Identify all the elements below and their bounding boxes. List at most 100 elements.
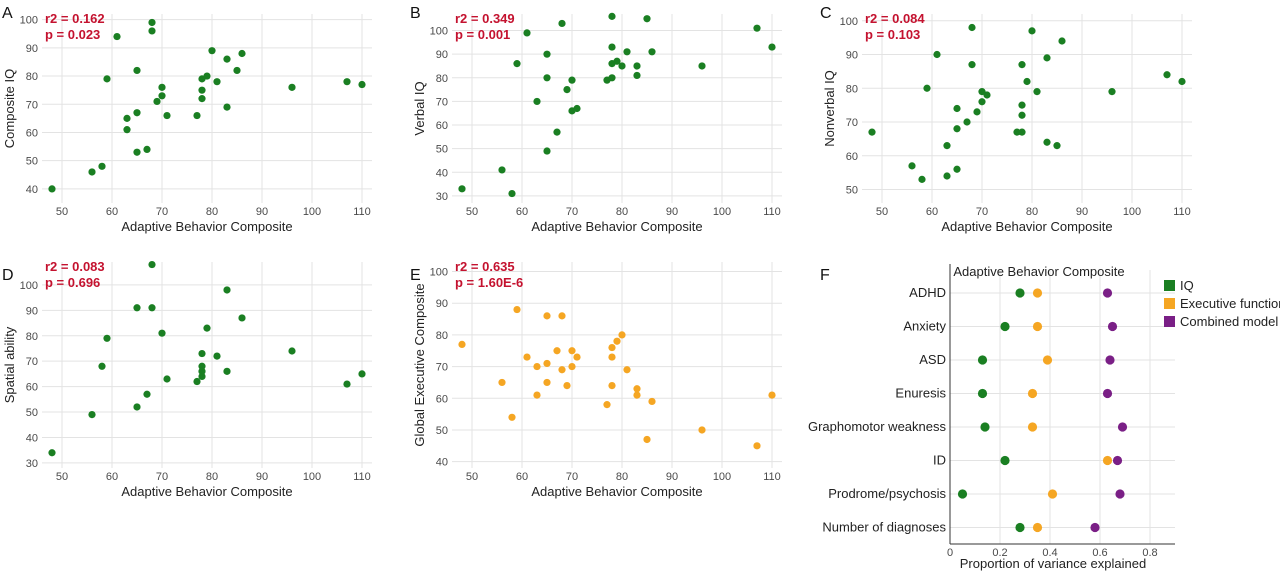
data-point <box>193 377 201 386</box>
y-tick-label: 100 <box>20 280 38 292</box>
y-tick-label: 90 <box>846 50 858 62</box>
data-point <box>198 372 206 381</box>
data-point <box>608 74 616 82</box>
x-axis-label: Adaptive Behavior Composite <box>531 484 702 499</box>
category-label: Number of diagnoses <box>822 520 946 535</box>
data-point <box>358 80 366 89</box>
x-tick-label: 70 <box>566 471 578 483</box>
x-axis-label: Adaptive Behavior Composite <box>121 219 292 234</box>
legend-swatch <box>1164 298 1175 309</box>
p-value: p = 0.103 <box>865 27 920 42</box>
data-point <box>238 49 246 58</box>
dot-combined-model <box>1102 388 1113 399</box>
category-label: ASD <box>919 352 946 367</box>
data-point <box>698 426 706 434</box>
dot-executive-function <box>1032 522 1043 533</box>
x-axis-label: Proportion of variance explained <box>960 556 1146 571</box>
y-tick-label: 30 <box>436 191 448 203</box>
legend-entry: Combined model <box>1180 314 1278 329</box>
data-point <box>953 165 961 173</box>
legend: IQ Executive function Combined model <box>1164 278 1280 329</box>
x-tick-label: 90 <box>666 206 678 218</box>
data-point <box>223 103 231 111</box>
x-tick-label: 0.4 <box>1042 547 1057 559</box>
data-point <box>533 97 541 106</box>
y-tick-label: 40 <box>26 432 38 444</box>
x-tick-label: 60 <box>106 206 118 218</box>
data-point <box>523 29 531 37</box>
x-tick-label: 0.2 <box>992 547 1007 559</box>
panel-d: D 50 60 70 80 90 100 110 30 40 50 60 70 80 90 100 Adapti… <box>2 259 372 499</box>
data-point <box>1018 111 1026 119</box>
dot-iq <box>1015 522 1025 533</box>
data-point <box>198 362 206 370</box>
panel-label: D <box>2 267 14 284</box>
dot-iq <box>1015 288 1025 298</box>
data-point <box>543 378 551 387</box>
data-point <box>953 104 961 113</box>
data-point <box>1043 138 1051 146</box>
panel-label: F <box>820 267 830 284</box>
dot-combined-model <box>1105 355 1115 365</box>
data-point <box>568 347 576 355</box>
x-tick-label: 50 <box>876 206 888 218</box>
y-tick-label: 80 <box>26 71 38 83</box>
legend-entry: IQ <box>1180 278 1194 293</box>
data-point <box>558 366 566 374</box>
y-tick-label: 70 <box>26 99 38 111</box>
data-point <box>543 359 551 368</box>
data-point <box>1178 77 1186 86</box>
data-point <box>103 75 111 83</box>
data-point <box>143 390 151 398</box>
data-point <box>623 366 631 374</box>
data-point <box>633 391 641 399</box>
data-point <box>608 43 616 51</box>
dot-combined-model <box>1115 489 1125 499</box>
data-point <box>698 62 706 70</box>
data-point <box>198 86 206 94</box>
data-point <box>163 375 171 383</box>
data-point <box>553 347 561 355</box>
dot-combined-model <box>1117 422 1128 432</box>
y-tick-label: 30 <box>26 458 38 470</box>
data-point <box>753 24 761 32</box>
data-point <box>508 189 516 198</box>
data-point <box>1018 128 1026 136</box>
data-point <box>1033 88 1041 96</box>
data-point <box>343 78 351 86</box>
p-value: p = 0.696 <box>45 275 100 290</box>
data-point <box>1053 142 1061 150</box>
data-point <box>608 343 616 352</box>
dot-executive-function <box>1027 388 1038 399</box>
data-point <box>203 324 211 332</box>
data-point <box>933 50 941 59</box>
x-tick-label: 50 <box>56 206 68 218</box>
legend-swatch <box>1164 316 1175 327</box>
panel-e: E 50 60 70 80 90 100 110 40 50 60 70 80 90 100 Adaptive… <box>410 259 782 499</box>
y-tick-label: 50 <box>436 425 448 437</box>
r-squared-value: r2 = 0.349 <box>455 11 515 26</box>
data-point <box>193 111 201 120</box>
data-point <box>943 142 951 150</box>
x-tick-label: 100 <box>303 206 321 218</box>
data-point <box>1023 77 1031 86</box>
data-point <box>513 305 521 314</box>
x-tick-label: 60 <box>106 471 118 483</box>
data-point <box>533 391 541 399</box>
r-squared-value: r2 = 0.083 <box>45 259 105 274</box>
data-point <box>288 83 296 91</box>
x-tick-label: 90 <box>256 471 268 483</box>
y-tick-label: 60 <box>846 151 858 163</box>
dot-combined-model <box>1107 321 1118 332</box>
x-tick-label: 80 <box>1026 206 1038 218</box>
data-point <box>148 304 156 312</box>
data-point <box>133 148 141 156</box>
panel-label: B <box>410 5 421 22</box>
r-squared-value: r2 = 0.635 <box>455 259 515 274</box>
data-point <box>768 391 776 399</box>
y-tick-label: 60 <box>26 382 38 394</box>
data-point <box>543 74 551 82</box>
data-point <box>513 60 521 68</box>
x-tick-label: 50 <box>466 471 478 483</box>
y-tick-label: 70 <box>436 362 448 374</box>
